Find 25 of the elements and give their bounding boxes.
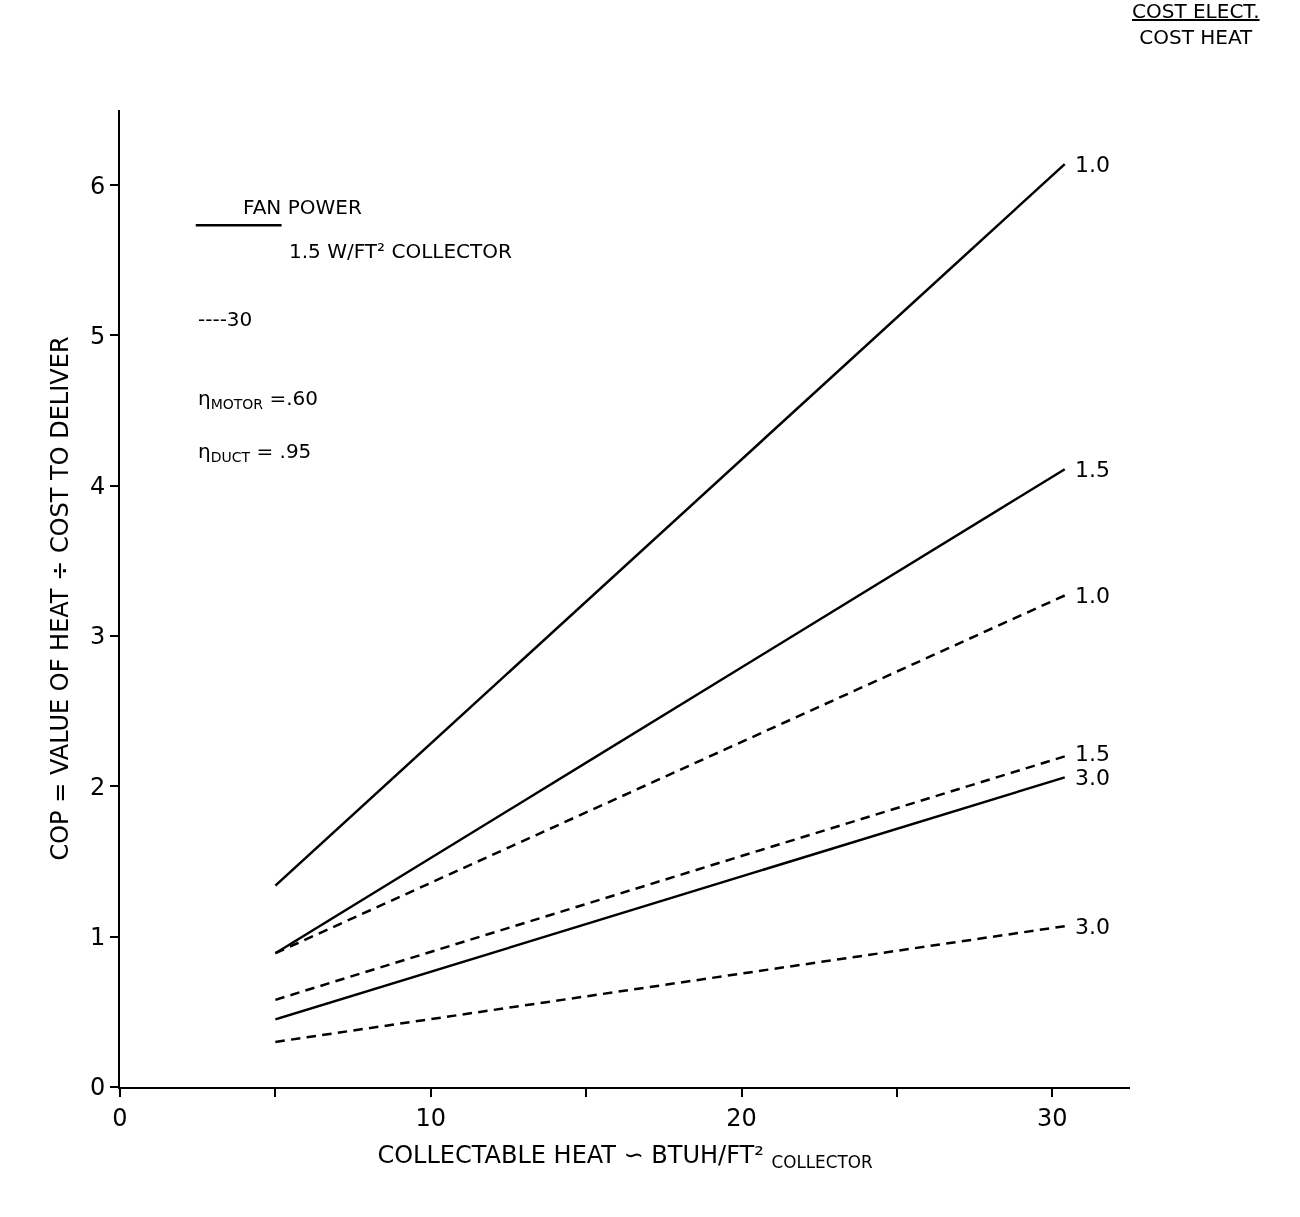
- x-tick-label: 20: [726, 1103, 757, 1132]
- series-label: 1.0: [1075, 583, 1110, 608]
- series-label: 3.0: [1075, 914, 1110, 939]
- x-axis-title: COLLECTABLE HEAT ∽ BTUH/FT² $_{COLLECTOR}$: [377, 1140, 873, 1172]
- y-tick-label: 5: [89, 321, 106, 350]
- series-label: 1.5: [1075, 457, 1110, 482]
- y-tick-label: 3: [89, 622, 106, 651]
- y-tick-label: 6: [89, 171, 106, 200]
- x-tick-label: 0: [112, 1103, 128, 1132]
- y-tick-label: 0: [89, 1073, 106, 1102]
- annotation: FAN POWER: [243, 195, 362, 219]
- annotation: ----30: [198, 307, 253, 331]
- annotation: η$_{DUCT}$ = .95: [198, 439, 312, 466]
- annotation: η$_{MOTOR}$ =.60: [198, 386, 319, 413]
- series-label: 1.0: [1075, 152, 1110, 177]
- series-label: 1.5: [1075, 741, 1110, 766]
- y-axis-title: COP = VALUE OF HEAT ÷ COST TO DELIVER: [45, 336, 74, 861]
- legend-title: COST ELECT. COST HEAT: [1132, 0, 1260, 49]
- y-tick-label: 2: [89, 772, 106, 801]
- x-tick-label: 10: [415, 1103, 447, 1132]
- y-tick-label: 4: [89, 472, 106, 501]
- y-tick-label: 1: [89, 923, 106, 952]
- annotation: 1.5 W/FT² COLLECTOR: [289, 239, 512, 263]
- series-label: 3.0: [1075, 765, 1110, 790]
- x-tick-label: 30: [1037, 1103, 1068, 1132]
